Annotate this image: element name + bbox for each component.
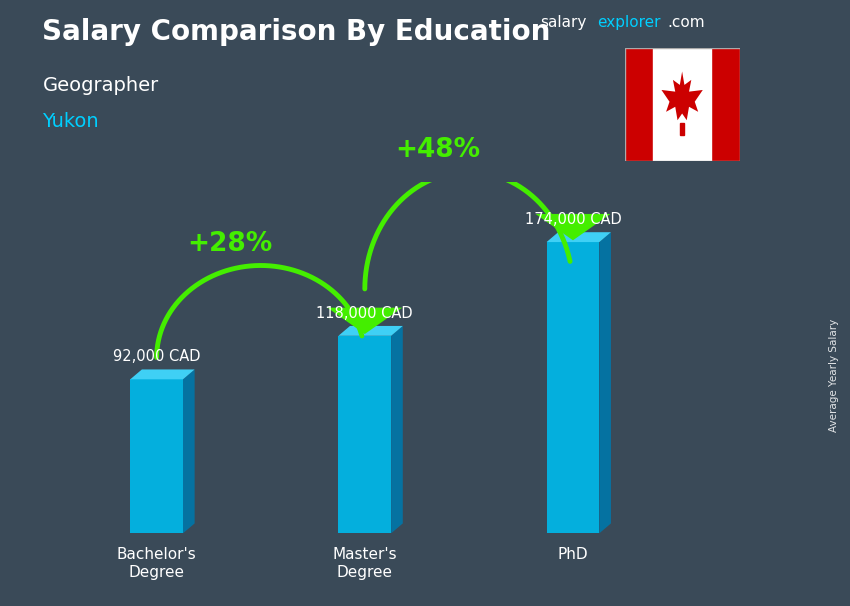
Text: Average Yearly Salary: Average Yearly Salary xyxy=(829,319,839,432)
Text: Salary Comparison By Education: Salary Comparison By Education xyxy=(42,18,551,46)
Polygon shape xyxy=(391,326,403,533)
Polygon shape xyxy=(599,232,611,533)
Text: explorer: explorer xyxy=(598,15,661,30)
Bar xyxy=(711,48,740,161)
Polygon shape xyxy=(661,72,703,120)
Text: Geographer: Geographer xyxy=(42,76,159,95)
Bar xyxy=(547,242,599,533)
Bar xyxy=(654,48,711,161)
Bar xyxy=(338,336,391,533)
Polygon shape xyxy=(130,370,195,379)
Text: salary: salary xyxy=(540,15,586,30)
Text: 118,000 CAD: 118,000 CAD xyxy=(316,305,413,321)
Polygon shape xyxy=(536,214,610,241)
Text: +28%: +28% xyxy=(187,231,272,257)
Polygon shape xyxy=(327,308,402,334)
Text: 174,000 CAD: 174,000 CAD xyxy=(524,212,621,227)
Polygon shape xyxy=(547,232,611,242)
Text: 92,000 CAD: 92,000 CAD xyxy=(113,349,201,364)
Text: +48%: +48% xyxy=(395,137,480,163)
Bar xyxy=(625,48,654,161)
Polygon shape xyxy=(338,326,403,336)
Bar xyxy=(680,123,684,135)
Text: .com: .com xyxy=(667,15,705,30)
Polygon shape xyxy=(183,370,195,533)
Bar xyxy=(130,379,183,533)
Text: Yukon: Yukon xyxy=(42,112,99,131)
